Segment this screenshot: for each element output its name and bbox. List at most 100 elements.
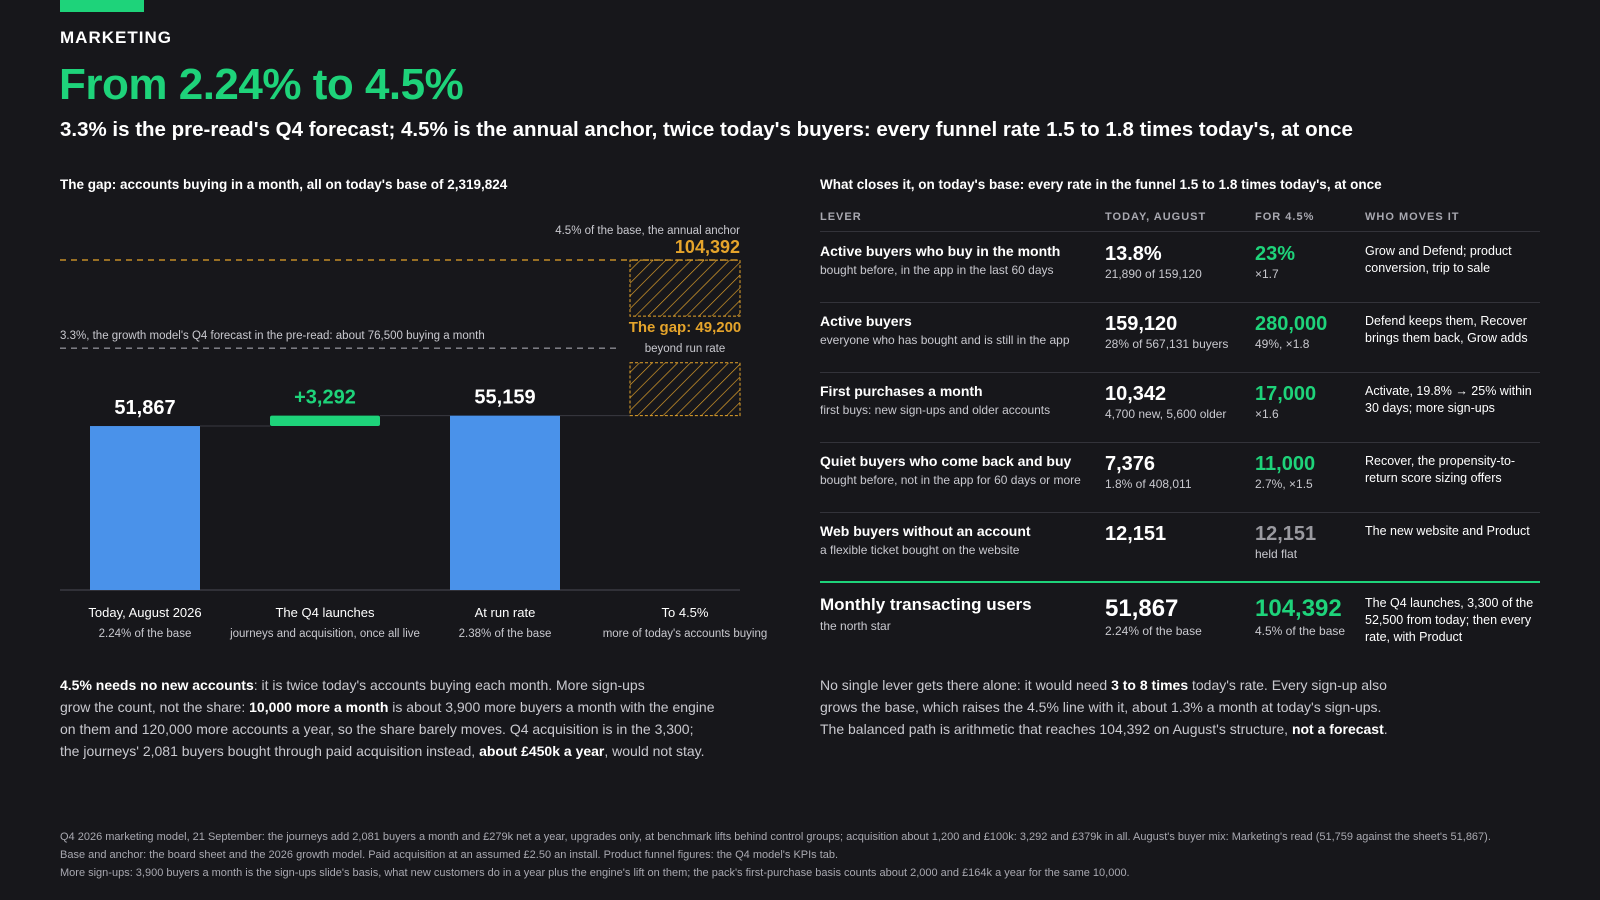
note-text: today's rate. Every sign-up also xyxy=(1188,677,1387,693)
lever-name: Active buyers xyxy=(820,313,912,329)
lever-name: Quiet buyers who come back and buy xyxy=(820,453,1072,469)
target-value: 23% xyxy=(1255,243,1296,265)
divider xyxy=(820,512,1540,513)
chart-title: The gap: accounts buying in a month, all… xyxy=(60,177,508,192)
target-sub: held flat xyxy=(1255,547,1298,561)
note-bold: 3 to 8 times xyxy=(1111,677,1189,693)
target-sub: ×1.6 xyxy=(1255,407,1279,421)
bar-value-label: 55,159 xyxy=(474,387,535,409)
category-label: The Q4 launches xyxy=(275,605,375,620)
forecast-line-label: 3.3%, the growth model's Q4 forecast in … xyxy=(60,330,485,342)
note-text: grows the base, which raises the 4.5% li… xyxy=(820,699,1382,715)
accent-bar xyxy=(60,0,144,12)
today-value: 159,120 xyxy=(1105,313,1178,335)
target-sub: 2.7%, ×1.5 xyxy=(1255,477,1313,491)
gap-sublabel: beyond run rate xyxy=(645,343,726,355)
who-moves-it: Recover, the propensity-to-return score … xyxy=(1365,454,1516,485)
divider xyxy=(820,231,1540,232)
who-moves-it: The new website and Product xyxy=(1365,524,1530,538)
col-header-who: WHO MOVES IT xyxy=(1365,211,1460,223)
today-value: 10,342 xyxy=(1105,383,1167,405)
note-text: . xyxy=(1383,721,1388,737)
total-name: Monthly transacting users xyxy=(820,595,1032,614)
col-header-lever: LEVER xyxy=(820,211,862,223)
who-moves-it: Grow and Defend; product conversion, tri… xyxy=(1365,244,1512,275)
today-value: 7,376 xyxy=(1105,453,1156,475)
lever-desc: a flexible ticket bought on the website xyxy=(820,543,1020,557)
lever-desc: everyone who has bought and is still in … xyxy=(820,333,1070,347)
anchor-line-label: 4.5% of the base, the annual anchor xyxy=(555,225,740,237)
today-sub: 1.8% of 408,011 xyxy=(1105,477,1192,491)
today-value: 13.8% xyxy=(1105,243,1162,265)
table-row: First purchases a month first buys: new s… xyxy=(820,383,1540,453)
bar-today xyxy=(90,426,200,590)
bar-run-rate xyxy=(450,415,560,590)
bar-gap-lower xyxy=(629,362,741,417)
who-moves-it: Defend keeps them, Recover brings them b… xyxy=(1365,314,1528,345)
note-bold: 4.5% needs no new accounts xyxy=(60,677,254,693)
table-title: What closes it, on today's base: every r… xyxy=(820,177,1382,192)
total-target-sub: 4.5% of the base xyxy=(1255,624,1346,638)
left-notes: 4.5% needs no new accounts: it is twice … xyxy=(60,674,760,762)
bar-value-label: 51,867 xyxy=(114,397,175,419)
bar-value-label: +3,292 xyxy=(294,387,356,409)
target-value: 11,000 xyxy=(1255,453,1316,475)
target-sub: 49%, ×1.8 xyxy=(1255,337,1310,351)
total-desc: the north star xyxy=(820,619,891,633)
footnote: Base and anchor: the board sheet and the… xyxy=(60,849,839,861)
target-value: 12,151 xyxy=(1255,523,1317,545)
footnote: Q4 2026 marketing model, 21 September: t… xyxy=(60,831,1491,843)
note-text: grow the count, not the share: xyxy=(60,699,250,715)
bar-gap-upper xyxy=(629,259,741,317)
total-target-value: 104,392 xyxy=(1255,595,1342,622)
target-value: 280,000 xyxy=(1255,313,1328,335)
note-text: , would not stay. xyxy=(604,743,705,759)
lever-name: Active buyers who buy in the month xyxy=(820,243,1061,259)
category-label: To 4.5% xyxy=(662,605,709,620)
lever-desc: bought before, in the app in the last 60… xyxy=(820,263,1054,277)
note-bold: 10,000 more a month xyxy=(249,699,389,715)
category-sublabel: journeys and acquisition, once all live xyxy=(229,628,420,640)
divider xyxy=(820,302,1540,303)
total-today-sub: 2.24% of the base xyxy=(1105,624,1202,638)
note-text: : it is twice today's accounts buying ea… xyxy=(253,677,645,693)
category-sublabel: more of today's accounts buying xyxy=(603,628,768,640)
col-header-target: FOR 4.5% xyxy=(1255,211,1315,223)
today-value: 12,151 xyxy=(1105,523,1167,545)
total-today-value: 51,867 xyxy=(1105,595,1179,622)
table-row: Quiet buyers who come back and buy bought… xyxy=(820,453,1540,523)
target-sub: ×1.7 xyxy=(1255,267,1279,281)
section-eyebrow: MARKETING xyxy=(60,28,172,47)
note-bold: about £450k a year xyxy=(479,743,605,759)
today-sub: 21,890 of 159,120 xyxy=(1105,267,1202,281)
gap-label: The gap: 49,200 xyxy=(629,319,742,336)
note-text: is about 3,900 more buyers a month with … xyxy=(388,699,715,715)
today-sub: 28% of 567,131 buyers xyxy=(1105,337,1229,351)
category-label: At run rate xyxy=(475,605,536,620)
total-row: Monthly transacting users the north star … xyxy=(820,595,1540,675)
who-moves-it: Activate, 19.8% → 25% within 30 days; mo… xyxy=(1365,384,1532,415)
category-label: Today, August 2026 xyxy=(88,605,201,620)
waterfall-chart: 4.5% of the base, the annual anchor104,3… xyxy=(60,225,768,640)
note-bold: not a forecast xyxy=(1291,721,1384,737)
category-sublabel: 2.24% of the base xyxy=(99,628,192,640)
divider xyxy=(820,442,1540,443)
note-text: No single lever gets there alone: it wou… xyxy=(820,677,1112,693)
note-text: on them and 120,000 more accounts a year… xyxy=(60,721,694,737)
right-notes: No single lever gets there alone: it wou… xyxy=(820,674,1540,740)
table-row: Web buyers without an account a flexible … xyxy=(820,523,1540,593)
page-subtitle: 3.3% is the pre-read's Q4 forecast; 4.5%… xyxy=(60,118,1353,141)
anchor-value-label: 104,392 xyxy=(675,237,740,257)
page-title: From 2.24% to 4.5% xyxy=(59,60,464,109)
table-row: Active buyers everyone who has bought and… xyxy=(820,313,1540,383)
lever-name: First purchases a month xyxy=(820,383,983,399)
lever-desc: first buys: new sign-ups and older accou… xyxy=(820,403,1051,417)
col-header-today: TODAY, AUGUST xyxy=(1105,211,1207,223)
bar-increment-q4 xyxy=(270,415,380,427)
note-text: The balanced path is arithmetic that rea… xyxy=(820,721,1292,737)
lever-name: Web buyers without an account xyxy=(820,523,1031,539)
table-row: Active buyers who buy in the month bought… xyxy=(820,243,1540,313)
total-who-moves-it: The Q4 launches, 3,300 of the 52,500 fro… xyxy=(1365,596,1534,644)
total-divider xyxy=(820,581,1540,583)
today-sub: 4,700 new, 5,600 older xyxy=(1105,407,1227,421)
